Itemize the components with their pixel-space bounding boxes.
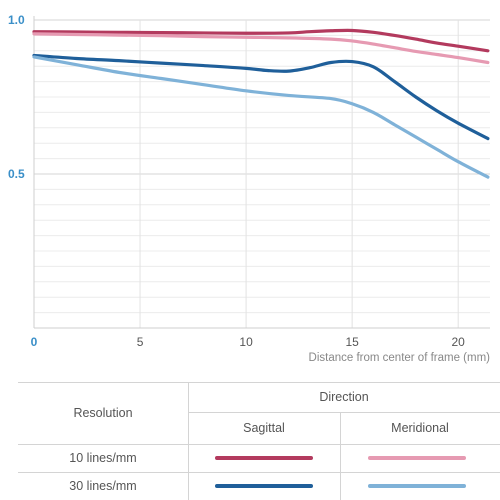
legend-meridional-header: Meridional — [391, 421, 449, 435]
legend-swatch-30-meridional — [368, 484, 466, 488]
origin-tick-label: 0 — [31, 335, 38, 349]
x-tick-label: 15 — [345, 335, 359, 349]
chart-tick-labels: 0 5 10 15 20 0.5 1.0 — [8, 13, 465, 349]
legend-swatch-10-sagittal — [215, 456, 313, 460]
legend-sagittal-header: Sagittal — [243, 421, 285, 435]
chart-series-lines — [32, 28, 490, 179]
series-line-10-meridional — [32, 32, 490, 65]
legend-swatch-10-meridional — [368, 456, 466, 460]
series-line-10-sagittal — [32, 28, 490, 53]
legend-row-rule — [18, 472, 500, 473]
legend-divider-direction — [340, 412, 341, 500]
x-tick-label: 5 — [137, 335, 144, 349]
legend-resolution-header: Resolution — [73, 406, 133, 420]
legend-direction-rule — [188, 412, 500, 413]
legend-row-label-30: 30 lines/mm — [69, 479, 137, 493]
x-tick-label: 20 — [452, 335, 466, 349]
series-line-30-meridional — [32, 55, 490, 179]
legend-top-rule — [18, 382, 500, 383]
legend-divider-resolution — [188, 382, 189, 500]
y-tick-label: 1.0 — [8, 13, 25, 27]
legend-direction-header: Direction — [319, 390, 369, 404]
x-axis-label: Distance from center of frame (mm) — [309, 352, 491, 364]
legend-table: Resolution Direction Sagittal Meridional… — [18, 382, 500, 500]
legend-swatch-30-sagittal — [215, 484, 313, 488]
legend-row-label-10: 10 lines/mm — [69, 451, 137, 465]
series-line-30-sagittal — [32, 53, 490, 141]
y-tick-label: 0.5 — [8, 167, 25, 181]
chart-grid — [33, 16, 490, 329]
x-tick-label: 10 — [239, 335, 253, 349]
mtf-chart: 0 5 10 15 20 0.5 1.0 Distance from center of f… — [8, 13, 491, 364]
legend-header-rule — [18, 444, 500, 445]
